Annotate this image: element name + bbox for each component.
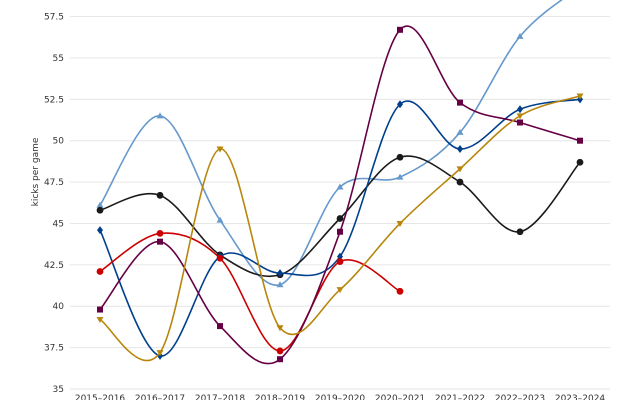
data-point-marker bbox=[216, 146, 224, 153]
data-point-marker bbox=[96, 268, 104, 275]
data-point-marker bbox=[336, 183, 344, 190]
data-point-marker bbox=[337, 228, 343, 235]
data-point-marker bbox=[396, 173, 404, 180]
series-6 bbox=[96, 93, 584, 362]
grid-lines bbox=[70, 16, 610, 390]
data-point-marker bbox=[277, 356, 283, 363]
data-point-marker bbox=[96, 316, 104, 323]
data-point-marker bbox=[336, 215, 344, 222]
data-point-marker bbox=[576, 158, 584, 166]
data-point-marker bbox=[456, 178, 464, 186]
data-point-marker bbox=[96, 201, 104, 208]
x-tick-label: 2018–2019 bbox=[255, 394, 306, 400]
data-point-marker bbox=[216, 254, 224, 262]
y-tick-label: 57.5 bbox=[44, 13, 64, 23]
data-point-marker bbox=[397, 100, 403, 109]
y-tick-label: 40 bbox=[53, 302, 65, 312]
data-point-marker bbox=[516, 32, 524, 39]
data-point-marker bbox=[216, 216, 224, 223]
data-point-marker bbox=[97, 306, 103, 313]
y-tick-label: 47.5 bbox=[44, 178, 64, 188]
data-point-marker bbox=[276, 347, 284, 355]
data-point-marker bbox=[456, 128, 464, 135]
data-point-marker bbox=[96, 206, 104, 214]
x-tick-label: 2016–2017 bbox=[135, 394, 185, 400]
y-tick-label: 35 bbox=[53, 385, 64, 395]
data-point-marker bbox=[576, 93, 584, 100]
y-tick-label: 42.5 bbox=[44, 261, 64, 271]
data-point-marker bbox=[457, 99, 463, 106]
series-line bbox=[99, 232, 401, 352]
y-tick-label: 50 bbox=[53, 137, 65, 147]
y-tick-label: 45 bbox=[53, 219, 64, 229]
data-point-marker bbox=[456, 166, 464, 173]
data-point-marker bbox=[156, 230, 164, 237]
data-point-marker bbox=[457, 144, 463, 153]
data-point-marker bbox=[336, 258, 344, 265]
data-point-marker bbox=[396, 220, 404, 227]
data-point-marker bbox=[577, 137, 583, 144]
series-line bbox=[99, 95, 581, 362]
data-point-marker bbox=[97, 226, 103, 235]
y-axis-ticks: 35 37.5 40 42.5 45 47.5 50 52.5 55 57.5 bbox=[44, 13, 64, 395]
series-5 bbox=[97, 25, 583, 365]
data-point-marker bbox=[276, 325, 284, 332]
data-point-marker bbox=[396, 153, 404, 161]
y-tick-label: 52.5 bbox=[44, 95, 64, 105]
data-point-marker bbox=[156, 191, 164, 199]
data-point-marker bbox=[517, 105, 523, 114]
series-4 bbox=[96, 230, 404, 355]
series-line bbox=[99, 0, 563, 286]
x-tick-label: 2019–2020 bbox=[315, 394, 366, 400]
series-line bbox=[99, 98, 581, 357]
data-point-marker bbox=[396, 287, 404, 295]
data-point-marker bbox=[276, 281, 284, 288]
x-tick-label: 2015–2016 bbox=[75, 394, 126, 400]
data-point-marker bbox=[516, 228, 524, 236]
series-group bbox=[96, 0, 584, 365]
data-point-marker bbox=[277, 269, 283, 278]
data-point-marker bbox=[517, 119, 523, 126]
x-tick-label: 2022–2023 bbox=[495, 394, 545, 400]
data-point-marker bbox=[516, 113, 524, 120]
x-tick-label: 2021–2022 bbox=[435, 394, 485, 400]
x-tick-label: 2020–2021 bbox=[375, 394, 425, 400]
data-point-marker bbox=[156, 112, 164, 119]
y-tick-label: 37.5 bbox=[44, 344, 64, 354]
y-tick-label: 55 bbox=[53, 54, 64, 64]
data-point-marker bbox=[397, 26, 403, 33]
y-axis-title: kicks per game bbox=[31, 137, 41, 206]
x-axis-ticks: 2015–2016 2016–2017 2017–2018 2018–2019 2019… bbox=[75, 394, 606, 400]
data-point-marker bbox=[217, 323, 223, 330]
series-line bbox=[99, 25, 581, 365]
x-tick-label: 2023–2024 bbox=[555, 394, 606, 400]
data-point-marker bbox=[157, 238, 163, 245]
x-tick-label: 2017–2018 bbox=[195, 394, 246, 400]
series-3 bbox=[97, 95, 583, 360]
data-point-marker bbox=[156, 350, 164, 357]
data-point-marker bbox=[336, 287, 344, 294]
series-1 bbox=[96, 0, 563, 288]
